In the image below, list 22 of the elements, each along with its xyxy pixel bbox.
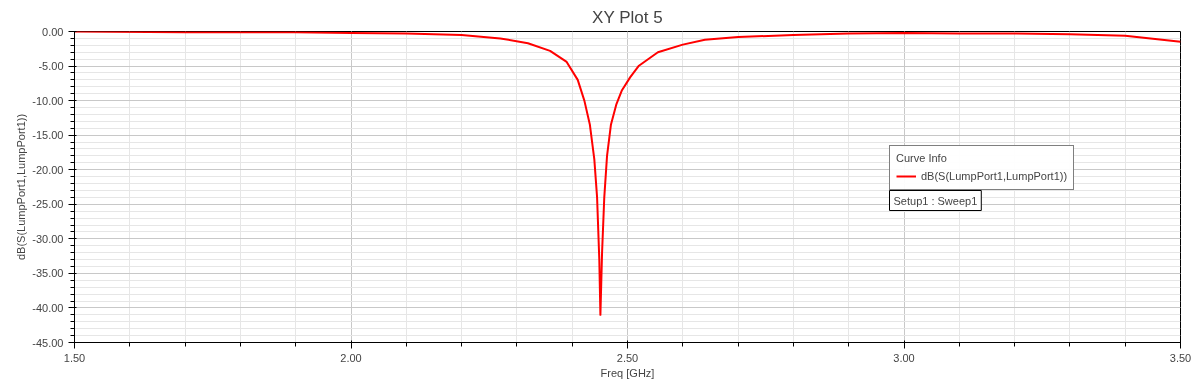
y-tick-label: -35.00 <box>32 267 64 280</box>
y-tick-label: 0.00 <box>42 25 64 38</box>
x-tick-label: 1.50 <box>63 351 86 364</box>
y-tick-label: -5.00 <box>38 60 64 73</box>
x-tick-label: 3.00 <box>893 351 915 364</box>
y-axis-title: dB(S(LumpPort1,LumpPort1)) <box>15 113 28 261</box>
y-tick-label: -30.00 <box>32 232 64 245</box>
line-series <box>74 31 1181 316</box>
legend-label: dB(S(LumpPort1,LumpPort1)) <box>921 169 1068 183</box>
x-tick-label: 2.50 <box>616 351 639 364</box>
y-tick-label: -20.00 <box>32 163 64 176</box>
x-axis-title: Freq [GHz] <box>600 366 655 379</box>
y-tick-label: -45.00 <box>32 336 64 349</box>
y-tick-label: -15.00 <box>32 129 64 142</box>
y-tick-label: -25.00 <box>32 198 64 211</box>
x-tick-label: 2.00 <box>340 351 362 364</box>
y-tick-label: -40.00 <box>32 301 64 314</box>
x-tick-label: 3.50 <box>1169 351 1192 364</box>
annotation: Setup1 : Sweep1 <box>893 194 978 207</box>
chart-title: XY Plot 5 <box>592 7 663 27</box>
legend-title: Curve Info <box>896 152 948 164</box>
y-tick-label: -10.00 <box>32 94 64 107</box>
